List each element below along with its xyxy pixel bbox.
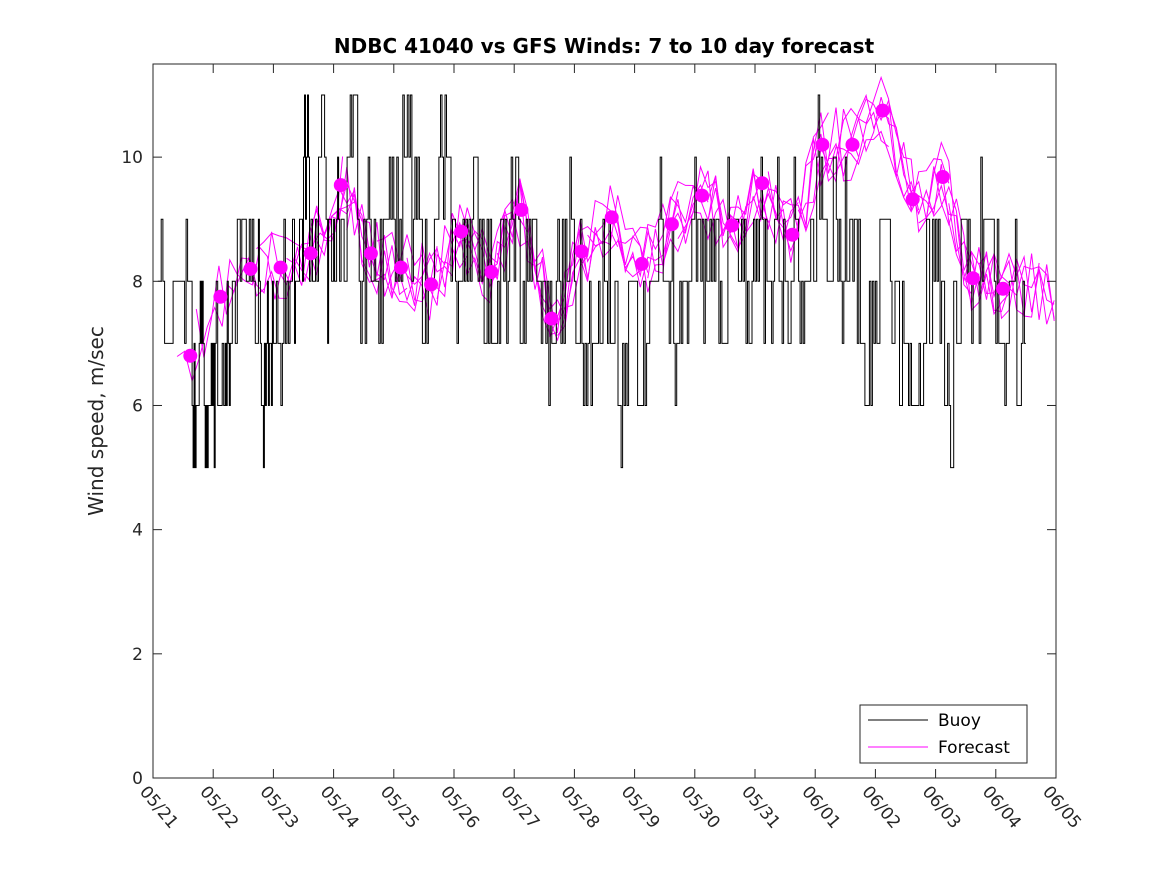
forecast-point	[785, 227, 800, 242]
chart-title: NDBC 41040 vs GFS Winds: 7 to 10 day for…	[334, 34, 875, 58]
forecast-point	[875, 103, 890, 118]
y-tick-label: 0	[132, 769, 143, 789]
y-tick-label: 2	[132, 645, 143, 665]
forecast-point	[905, 192, 920, 207]
forecast-point	[664, 217, 679, 232]
legend: Buoy Forecast	[859, 704, 1028, 764]
legend-box	[859, 704, 1028, 764]
legend-label-forecast: Forecast	[938, 738, 1010, 758]
forecast-point	[363, 246, 378, 261]
forecast-point	[424, 277, 439, 292]
y-tick-label: 6	[132, 396, 143, 416]
forecast-point	[514, 202, 529, 217]
plot-area-frame	[152, 63, 1057, 779]
forecast-line	[526, 184, 709, 326]
forecast-point	[996, 281, 1010, 296]
forecast-point	[604, 210, 619, 225]
legend-label-buoy: Buoy	[938, 711, 981, 731]
forecast-point	[484, 265, 499, 279]
buoy-series-line	[157, 94, 1026, 469]
forecast-point	[695, 188, 709, 203]
forecast-point	[213, 289, 228, 304]
forecast-point	[303, 246, 318, 261]
forecast-line	[918, 183, 1055, 321]
forecast-point	[333, 178, 348, 193]
forecast-line	[737, 75, 920, 239]
forecast-line	[948, 203, 1055, 319]
forecast-point	[815, 137, 830, 152]
forecast-point	[454, 224, 469, 239]
y-tick-label: 8	[132, 272, 143, 292]
forecast-point	[634, 256, 649, 271]
forecast-point	[935, 170, 950, 184]
forecast-point	[273, 260, 288, 275]
y-axis-ticks: 0 2 4 6 8 10	[121, 148, 1056, 789]
forecast-line	[286, 181, 468, 312]
forecast-point	[394, 260, 408, 275]
forecast-point	[183, 348, 198, 363]
y-tick-label: 10	[121, 148, 143, 168]
y-tick-label: 4	[132, 521, 143, 541]
buoy-line	[157, 94, 1026, 469]
forecast-markers	[183, 103, 1010, 363]
forecast-point	[965, 271, 980, 286]
y-axis-label: Wind speed, m/sec	[84, 326, 108, 516]
forecast-line	[797, 112, 980, 304]
forecast-line	[466, 179, 649, 336]
forecast-line	[707, 107, 889, 245]
forecast-point	[544, 311, 559, 326]
forecast-line	[557, 170, 739, 336]
forecast-point	[574, 244, 589, 259]
forecast-point	[755, 176, 770, 191]
forecast-point	[243, 261, 258, 276]
forecast-point	[845, 137, 860, 152]
forecast-point	[725, 218, 740, 233]
